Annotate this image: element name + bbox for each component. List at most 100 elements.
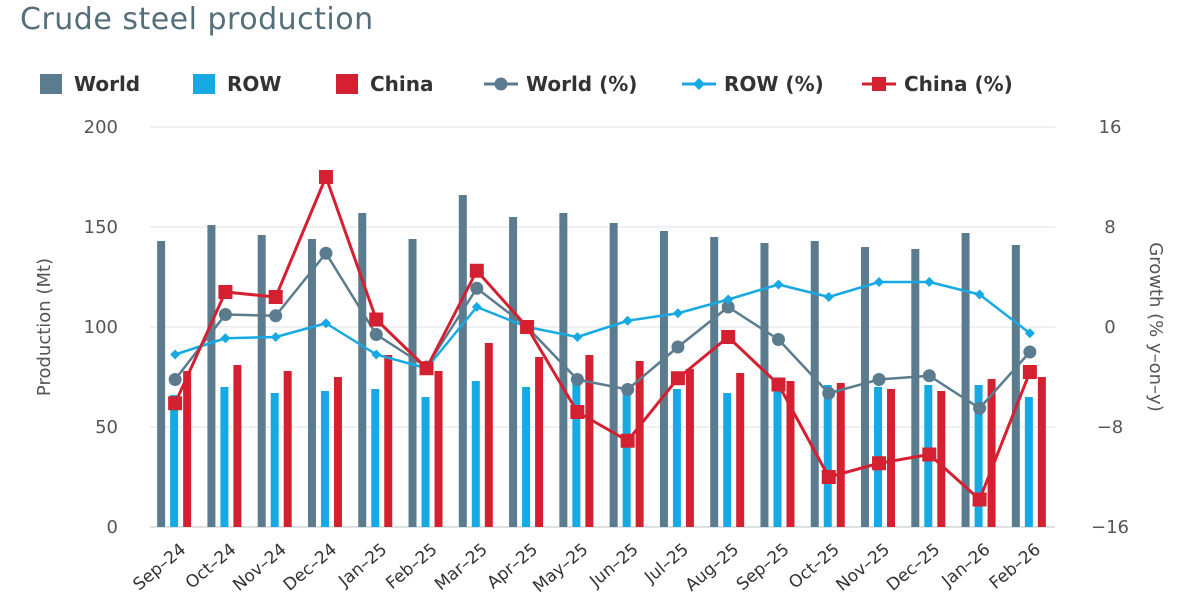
legend-marker-china: [872, 77, 886, 91]
bar-world-10: [659, 231, 668, 527]
bar-row-4: [371, 389, 380, 527]
bar-world-14: [861, 247, 870, 527]
bar-china-14: [887, 389, 896, 527]
bar-china-0: [183, 371, 192, 527]
legend-label-row: ROW (%): [724, 72, 824, 96]
bar-row-3: [320, 391, 329, 527]
legend-swatch-china: [336, 74, 358, 94]
line-world: [174, 252, 1031, 410]
bar-china-3: [333, 377, 342, 527]
y-tick-label: 200: [84, 117, 118, 138]
point-china-1: [218, 285, 233, 299]
point-row-9: [622, 315, 633, 326]
point-world-6: [470, 281, 484, 295]
point-world-0: [168, 373, 182, 386]
x-tick-label: Feb–25: [382, 540, 441, 594]
bar-world-1: [207, 225, 216, 527]
point-row-6: [471, 302, 482, 312]
bar-row-2: [270, 393, 279, 527]
bar-china-6: [484, 343, 493, 527]
point-world-1: [218, 308, 232, 321]
point-china-11: [721, 330, 736, 344]
bar-world-7: [509, 217, 518, 527]
point-world-16: [973, 401, 987, 415]
point-world-2: [269, 309, 283, 323]
point-china-2: [268, 290, 283, 304]
x-tick-label: Feb–26: [986, 540, 1045, 594]
legend-label-china: China: [370, 72, 434, 96]
x-tick-label: Sep–24: [130, 540, 190, 595]
legend-marker-row: [693, 78, 705, 90]
bar-world-8: [559, 213, 568, 527]
point-world-8: [570, 373, 584, 386]
line-china: [173, 175, 1032, 501]
point-world-13: [822, 386, 836, 400]
y2-tick-label: 8: [1104, 217, 1115, 238]
bar-row-5: [421, 397, 430, 527]
point-china-4: [369, 312, 384, 327]
point-world-10: [671, 340, 685, 354]
bar-china-10: [685, 369, 694, 527]
point-world-17: [1023, 345, 1037, 359]
point-world-4: [369, 328, 383, 341]
point-china-14: [872, 456, 887, 471]
bar-china-13: [836, 383, 845, 527]
y-axis-ticks: 0 50 100 150 200: [84, 117, 118, 538]
y-tick-label: 100: [84, 317, 118, 338]
point-china-9: [620, 433, 635, 448]
x-tick-label: Sep–25: [733, 540, 793, 595]
legend-swatch-row: [193, 74, 215, 94]
point-row-1: [220, 333, 231, 344]
bar-china-7: [535, 357, 544, 527]
bar-row-11: [723, 393, 732, 527]
bar-world-9: [609, 223, 618, 527]
legend-label-china: China (%): [904, 72, 1013, 96]
y2-axis-title: Growth (% y–on–y): [1145, 242, 1166, 411]
bar-china-11: [736, 373, 745, 527]
legend-label-row: ROW: [227, 72, 281, 96]
bar-row-0: [170, 395, 179, 527]
point-world-14: [872, 373, 886, 386]
point-row-12: [773, 279, 784, 290]
x-tick-label: Jan–26: [938, 540, 995, 592]
y-axis-title: Production (Mt): [34, 258, 55, 396]
x-axis-ticks: Sep–24Oct–24Nov–24Dec–24Jan–25Feb–25Mar–…: [130, 540, 1045, 597]
x-tick-label: Nov–24: [229, 540, 290, 596]
x-tick-label: Dec–25: [883, 540, 944, 596]
legend-swatch-world: [40, 74, 62, 94]
point-china-8: [570, 405, 585, 419]
bar-world-17: [1011, 245, 1020, 527]
bar-world-4: [358, 213, 367, 527]
point-world-9: [621, 383, 635, 396]
point-row-15: [924, 277, 935, 287]
bar-world-0: [157, 241, 166, 527]
point-row-16: [974, 289, 985, 300]
point-china-12: [771, 377, 786, 392]
x-tick-label: Aug–25: [682, 540, 743, 596]
y-tick-label: 150: [84, 217, 118, 238]
bar-china-4: [384, 355, 393, 527]
bar-china-16: [987, 379, 996, 527]
point-china-16: [972, 492, 987, 507]
bar-row-16: [974, 385, 983, 527]
x-tick-label: Nov–25: [833, 540, 894, 596]
bar-row-8: [572, 383, 581, 527]
point-row-2: [270, 332, 281, 342]
legend-label-world: World (%): [526, 72, 637, 96]
point-china-7: [520, 320, 535, 334]
bar-row-9: [622, 391, 631, 527]
lines-layer: [168, 170, 1037, 507]
bars-layer: [157, 195, 1046, 527]
y-tick-label: 0: [107, 517, 118, 538]
bar-world-6: [458, 195, 467, 527]
bar-world-16: [961, 233, 970, 527]
bar-china-17: [1037, 377, 1046, 527]
bar-row-6: [471, 381, 480, 527]
point-row-14: [874, 277, 885, 287]
point-china-5: [419, 361, 434, 376]
bar-china-5: [434, 371, 443, 527]
point-china-15: [922, 447, 937, 462]
point-china-0: [168, 396, 183, 411]
bar-china-8: [585, 355, 594, 527]
y2-axis-ticks: −16 −8 0 8 16: [1091, 117, 1129, 538]
